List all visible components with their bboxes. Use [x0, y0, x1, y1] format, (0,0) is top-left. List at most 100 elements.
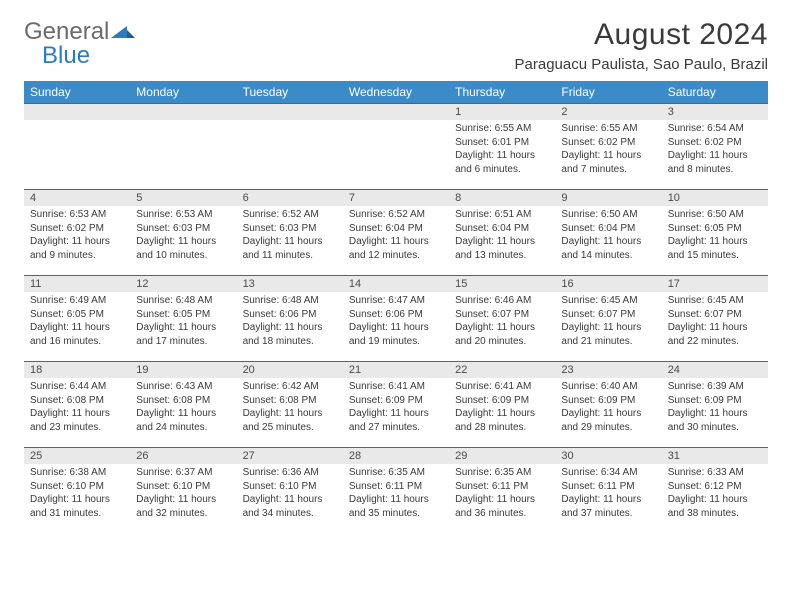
- weekday-header: Friday: [555, 81, 661, 104]
- calendar-week-row: 25Sunrise: 6:38 AMSunset: 6:10 PMDayligh…: [24, 448, 768, 534]
- day-number: 1: [449, 104, 555, 120]
- calendar-cell: 22Sunrise: 6:41 AMSunset: 6:09 PMDayligh…: [449, 362, 555, 448]
- day-info: Sunrise: 6:41 AMSunset: 6:09 PMDaylight:…: [343, 378, 449, 438]
- calendar-cell: 16Sunrise: 6:45 AMSunset: 6:07 PMDayligh…: [555, 276, 661, 362]
- calendar-cell: [343, 104, 449, 190]
- calendar-cell: [24, 104, 130, 190]
- day-info: Sunrise: 6:50 AMSunset: 6:04 PMDaylight:…: [555, 206, 661, 266]
- calendar-cell: 18Sunrise: 6:44 AMSunset: 6:08 PMDayligh…: [24, 362, 130, 448]
- day-info: Sunrise: 6:46 AMSunset: 6:07 PMDaylight:…: [449, 292, 555, 352]
- day-info: Sunrise: 6:41 AMSunset: 6:09 PMDaylight:…: [449, 378, 555, 438]
- day-number: 22: [449, 362, 555, 378]
- calendar-cell: 5Sunrise: 6:53 AMSunset: 6:03 PMDaylight…: [130, 190, 236, 276]
- calendar-cell: [130, 104, 236, 190]
- day-info: Sunrise: 6:55 AMSunset: 6:02 PMDaylight:…: [555, 120, 661, 180]
- day-number: 15: [449, 276, 555, 292]
- weekday-header: Sunday: [24, 81, 130, 104]
- day-number: 28: [343, 448, 449, 464]
- day-number: 21: [343, 362, 449, 378]
- calendar-cell: 23Sunrise: 6:40 AMSunset: 6:09 PMDayligh…: [555, 362, 661, 448]
- calendar-cell: 31Sunrise: 6:33 AMSunset: 6:12 PMDayligh…: [662, 448, 768, 534]
- day-number: 4: [24, 190, 130, 206]
- day-info: Sunrise: 6:40 AMSunset: 6:09 PMDaylight:…: [555, 378, 661, 438]
- day-number: 11: [24, 276, 130, 292]
- day-number: 10: [662, 190, 768, 206]
- weekday-header: Thursday: [449, 81, 555, 104]
- calendar-page: General Blue August 2024 Paraguacu Pauli…: [0, 0, 792, 552]
- day-number: 24: [662, 362, 768, 378]
- day-info: Sunrise: 6:38 AMSunset: 6:10 PMDaylight:…: [24, 464, 130, 524]
- calendar-cell: 30Sunrise: 6:34 AMSunset: 6:11 PMDayligh…: [555, 448, 661, 534]
- calendar-cell: 27Sunrise: 6:36 AMSunset: 6:10 PMDayligh…: [237, 448, 343, 534]
- day-info: Sunrise: 6:53 AMSunset: 6:03 PMDaylight:…: [130, 206, 236, 266]
- day-info: Sunrise: 6:51 AMSunset: 6:04 PMDaylight:…: [449, 206, 555, 266]
- calendar-cell: 19Sunrise: 6:43 AMSunset: 6:08 PMDayligh…: [130, 362, 236, 448]
- day-number: [237, 104, 343, 120]
- calendar-week-row: 1Sunrise: 6:55 AMSunset: 6:01 PMDaylight…: [24, 104, 768, 190]
- day-number: 29: [449, 448, 555, 464]
- calendar-cell: 28Sunrise: 6:35 AMSunset: 6:11 PMDayligh…: [343, 448, 449, 534]
- logo-mark-icon: [109, 20, 137, 45]
- day-info: Sunrise: 6:50 AMSunset: 6:05 PMDaylight:…: [662, 206, 768, 266]
- calendar-cell: 6Sunrise: 6:52 AMSunset: 6:03 PMDaylight…: [237, 190, 343, 276]
- calendar-cell: 7Sunrise: 6:52 AMSunset: 6:04 PMDaylight…: [343, 190, 449, 276]
- logo-text-block: General Blue: [24, 18, 137, 70]
- day-info: Sunrise: 6:35 AMSunset: 6:11 PMDaylight:…: [449, 464, 555, 524]
- day-info: Sunrise: 6:45 AMSunset: 6:07 PMDaylight:…: [662, 292, 768, 352]
- day-info: Sunrise: 6:43 AMSunset: 6:08 PMDaylight:…: [130, 378, 236, 438]
- calendar-cell: 14Sunrise: 6:47 AMSunset: 6:06 PMDayligh…: [343, 276, 449, 362]
- calendar-week-row: 11Sunrise: 6:49 AMSunset: 6:05 PMDayligh…: [24, 276, 768, 362]
- day-info: Sunrise: 6:54 AMSunset: 6:02 PMDaylight:…: [662, 120, 768, 180]
- day-info: Sunrise: 6:48 AMSunset: 6:05 PMDaylight:…: [130, 292, 236, 352]
- calendar-cell: 29Sunrise: 6:35 AMSunset: 6:11 PMDayligh…: [449, 448, 555, 534]
- day-number: [343, 104, 449, 120]
- day-number: 3: [662, 104, 768, 120]
- page-header: General Blue August 2024 Paraguacu Pauli…: [24, 18, 768, 73]
- day-number: 7: [343, 190, 449, 206]
- calendar-cell: 10Sunrise: 6:50 AMSunset: 6:05 PMDayligh…: [662, 190, 768, 276]
- calendar-cell: 4Sunrise: 6:53 AMSunset: 6:02 PMDaylight…: [24, 190, 130, 276]
- day-number: 14: [343, 276, 449, 292]
- day-number: 19: [130, 362, 236, 378]
- day-info: Sunrise: 6:39 AMSunset: 6:09 PMDaylight:…: [662, 378, 768, 438]
- day-info: Sunrise: 6:34 AMSunset: 6:11 PMDaylight:…: [555, 464, 661, 524]
- day-number: 27: [237, 448, 343, 464]
- calendar-cell: 26Sunrise: 6:37 AMSunset: 6:10 PMDayligh…: [130, 448, 236, 534]
- location-text: Paraguacu Paulista, Sao Paulo, Brazil: [515, 56, 768, 73]
- day-number: 2: [555, 104, 661, 120]
- logo-text-blue: Blue: [42, 42, 137, 70]
- day-info: Sunrise: 6:52 AMSunset: 6:04 PMDaylight:…: [343, 206, 449, 266]
- day-info: Sunrise: 6:53 AMSunset: 6:02 PMDaylight:…: [24, 206, 130, 266]
- day-number: 6: [237, 190, 343, 206]
- calendar-cell: 8Sunrise: 6:51 AMSunset: 6:04 PMDaylight…: [449, 190, 555, 276]
- day-number: 18: [24, 362, 130, 378]
- day-info: Sunrise: 6:52 AMSunset: 6:03 PMDaylight:…: [237, 206, 343, 266]
- calendar-table: SundayMondayTuesdayWednesdayThursdayFrid…: [24, 81, 768, 534]
- day-number: 23: [555, 362, 661, 378]
- calendar-week-row: 18Sunrise: 6:44 AMSunset: 6:08 PMDayligh…: [24, 362, 768, 448]
- day-number: 16: [555, 276, 661, 292]
- day-number: 26: [130, 448, 236, 464]
- calendar-cell: 13Sunrise: 6:48 AMSunset: 6:06 PMDayligh…: [237, 276, 343, 362]
- weekday-header: Monday: [130, 81, 236, 104]
- calendar-cell: 3Sunrise: 6:54 AMSunset: 6:02 PMDaylight…: [662, 104, 768, 190]
- calendar-cell: 21Sunrise: 6:41 AMSunset: 6:09 PMDayligh…: [343, 362, 449, 448]
- calendar-cell: 15Sunrise: 6:46 AMSunset: 6:07 PMDayligh…: [449, 276, 555, 362]
- day-number: [130, 104, 236, 120]
- day-number: 9: [555, 190, 661, 206]
- calendar-week-row: 4Sunrise: 6:53 AMSunset: 6:02 PMDaylight…: [24, 190, 768, 276]
- day-info: Sunrise: 6:42 AMSunset: 6:08 PMDaylight:…: [237, 378, 343, 438]
- calendar-cell: 11Sunrise: 6:49 AMSunset: 6:05 PMDayligh…: [24, 276, 130, 362]
- day-info: Sunrise: 6:37 AMSunset: 6:10 PMDaylight:…: [130, 464, 236, 524]
- day-info: Sunrise: 6:36 AMSunset: 6:10 PMDaylight:…: [237, 464, 343, 524]
- calendar-cell: 20Sunrise: 6:42 AMSunset: 6:08 PMDayligh…: [237, 362, 343, 448]
- day-number: 31: [662, 448, 768, 464]
- day-number: 13: [237, 276, 343, 292]
- day-number: 20: [237, 362, 343, 378]
- calendar-cell: 17Sunrise: 6:45 AMSunset: 6:07 PMDayligh…: [662, 276, 768, 362]
- day-number: 30: [555, 448, 661, 464]
- calendar-cell: 12Sunrise: 6:48 AMSunset: 6:05 PMDayligh…: [130, 276, 236, 362]
- weekday-header: Tuesday: [237, 81, 343, 104]
- day-info: Sunrise: 6:48 AMSunset: 6:06 PMDaylight:…: [237, 292, 343, 352]
- calendar-body: 1Sunrise: 6:55 AMSunset: 6:01 PMDaylight…: [24, 104, 768, 534]
